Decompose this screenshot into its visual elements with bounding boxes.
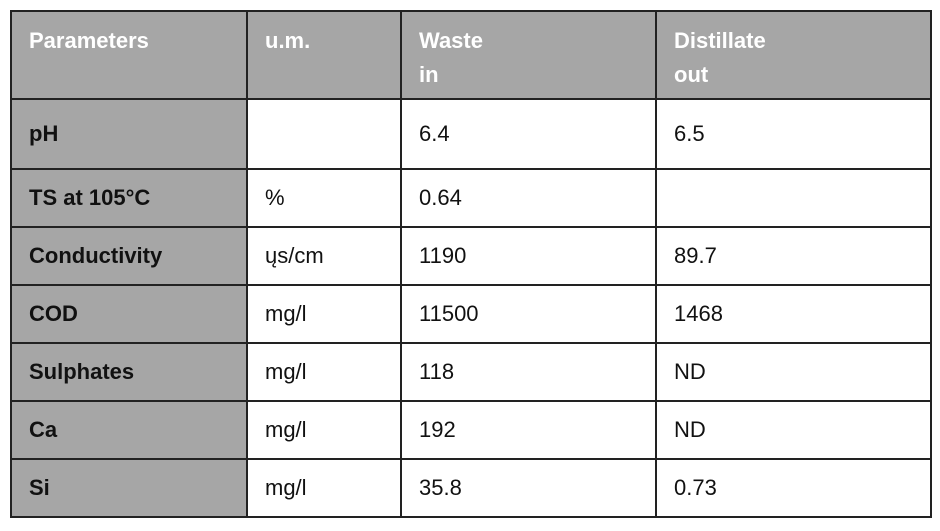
data-cell: 0.64 [400,168,657,228]
row-label-cell: Sulphates [10,342,248,402]
data-cell: mg/l [246,284,402,344]
row-label-cell: Ca [10,400,248,460]
data-cell: 118 [400,342,657,402]
data-table: Parameters u.m. Waste in Distillate out pH 6… [10,10,932,518]
data-cell: ND [655,400,932,460]
data-cell: 192 [400,400,657,460]
table-container: Parameters u.m. Waste in Distillate out pH 6… [10,10,932,518]
header-row: Parameters u.m. Waste in Distillate out [10,10,932,100]
data-cell: 11500 [400,284,657,344]
row-label-cell: pH [10,98,248,170]
row-label-cell: Si [10,458,248,518]
data-cell: 6.5 [655,98,932,170]
data-cell: 1468 [655,284,932,344]
data-cell: mg/l [246,342,402,402]
row-label-cell: TS at 105°C [10,168,248,228]
data-cell: % [246,168,402,228]
header-cell: u.m. [246,10,402,100]
data-cell: 89.7 [655,226,932,286]
table-row: TS at 105°C% 0.64 [10,168,932,228]
data-cell: 35.8 [400,458,657,518]
header-cell: Waste in [400,10,657,100]
data-cell [246,98,402,170]
data-cell: mg/l [246,458,402,518]
header-cell: Distillate out [655,10,932,100]
table-row: Ca mg/l 192 ND [10,400,932,460]
table-row: Conductivity ųs/cm 1190 89.7 [10,226,932,286]
data-cell [655,168,932,228]
data-cell: ND [655,342,932,402]
table-row: Si mg/l 35.8 0.73 [10,458,932,518]
table-row: Sulphates mg/l 118 ND [10,342,932,402]
data-cell: mg/l [246,400,402,460]
data-cell: ųs/cm [246,226,402,286]
row-label-cell: COD [10,284,248,344]
data-cell: 6.4 [400,98,657,170]
table-row: pH 6.4 6.5 [10,98,932,170]
header-cell: Parameters [10,10,248,100]
row-label-cell: Conductivity [10,226,248,286]
table-row: COD mg/l 11500 1468 [10,284,932,344]
data-cell: 1190 [400,226,657,286]
data-cell: 0.73 [655,458,932,518]
